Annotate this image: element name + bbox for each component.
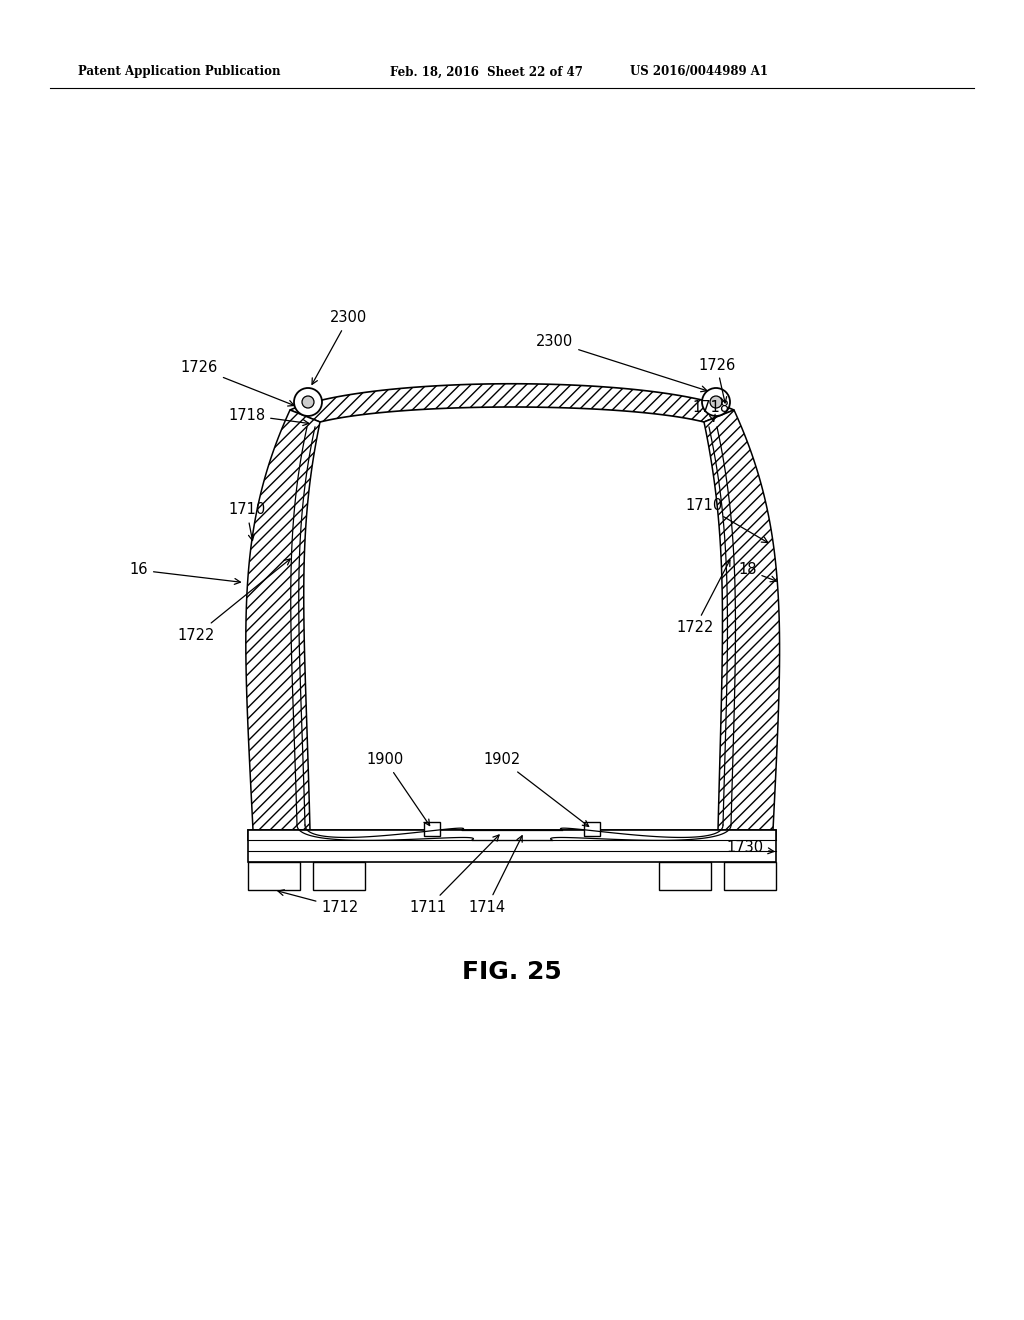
Text: 1710: 1710: [685, 498, 768, 543]
Text: 1712: 1712: [279, 890, 358, 915]
Text: 1711: 1711: [410, 836, 499, 915]
Polygon shape: [290, 384, 734, 422]
Polygon shape: [724, 862, 776, 890]
Text: 1726: 1726: [181, 360, 294, 407]
Polygon shape: [248, 862, 300, 890]
Text: Feb. 18, 2016  Sheet 22 of 47: Feb. 18, 2016 Sheet 22 of 47: [390, 66, 583, 78]
Polygon shape: [424, 822, 440, 836]
Text: 1718: 1718: [228, 408, 309, 425]
Text: 16: 16: [129, 562, 241, 585]
Text: 1730: 1730: [726, 841, 774, 855]
Text: US 2016/0044989 A1: US 2016/0044989 A1: [630, 66, 768, 78]
Text: 1718: 1718: [692, 400, 729, 421]
Text: 1902: 1902: [483, 752, 589, 826]
Polygon shape: [248, 830, 776, 840]
Text: FIG. 25: FIG. 25: [462, 960, 562, 983]
Circle shape: [294, 388, 322, 416]
Circle shape: [302, 396, 314, 408]
Polygon shape: [705, 411, 779, 830]
Polygon shape: [584, 822, 600, 836]
Circle shape: [702, 388, 730, 416]
Polygon shape: [313, 862, 365, 890]
Polygon shape: [659, 862, 711, 890]
Circle shape: [710, 396, 722, 408]
Text: 1726: 1726: [698, 358, 735, 403]
Text: 1722: 1722: [676, 560, 730, 635]
Text: 1710: 1710: [228, 503, 265, 540]
Text: 18: 18: [738, 562, 776, 582]
Text: 1900: 1900: [367, 752, 430, 825]
Polygon shape: [246, 411, 319, 830]
Text: 1722: 1722: [177, 558, 290, 643]
Text: 2300: 2300: [536, 334, 707, 392]
Text: 2300: 2300: [312, 310, 368, 384]
Text: 1714: 1714: [468, 836, 522, 915]
Polygon shape: [248, 830, 776, 862]
Text: Patent Application Publication: Patent Application Publication: [78, 66, 281, 78]
